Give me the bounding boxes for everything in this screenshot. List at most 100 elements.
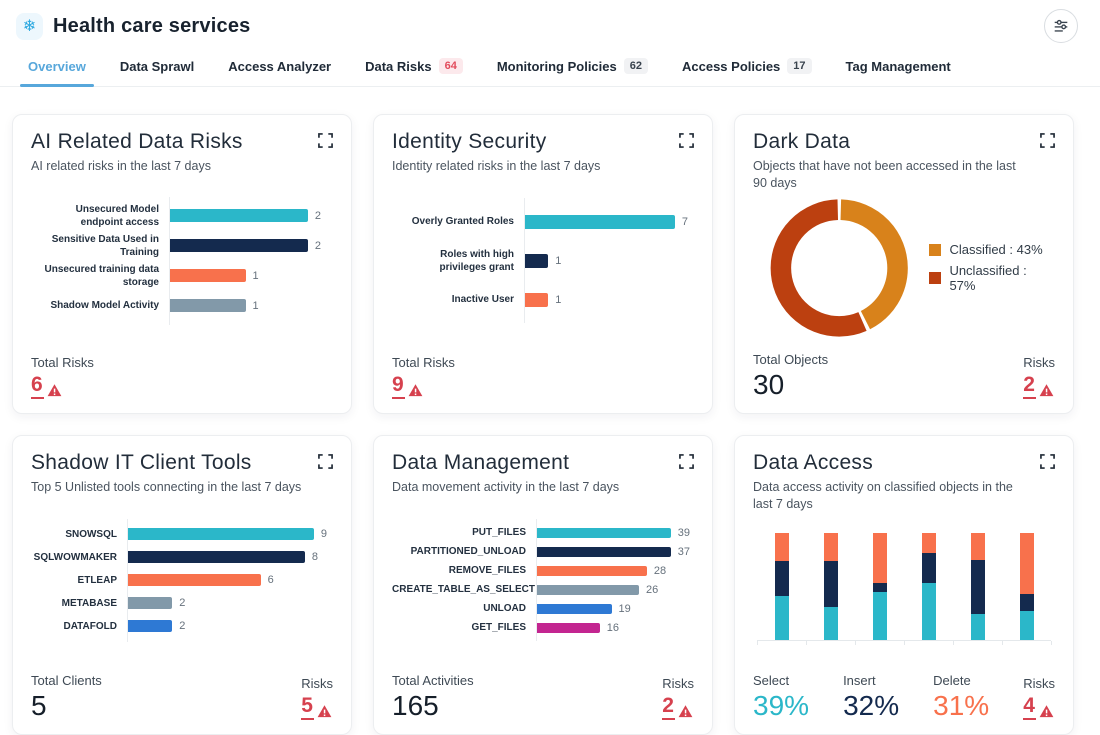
- card-footer: Total Objects 30 Risks 2: [753, 344, 1055, 399]
- stat-value[interactable]: 4: [1023, 695, 1036, 720]
- expand-icon[interactable]: [1040, 130, 1055, 151]
- stacked-segment-insert[interactable]: [921, 553, 936, 584]
- stat-label: Total Activities: [392, 673, 474, 688]
- donut-legend: Classified : 43% Unclassified : 57%: [929, 242, 1055, 293]
- bar[interactable]: [525, 253, 549, 268]
- stat-value[interactable]: 2: [1023, 374, 1036, 399]
- expand-icon[interactable]: [679, 130, 694, 151]
- stacked-segment-insert[interactable]: [872, 583, 887, 592]
- stacked-bar[interactable]: [774, 532, 789, 640]
- stacked-segment-select[interactable]: [823, 606, 838, 640]
- axis-tick: [904, 640, 905, 645]
- bar-value: 19: [618, 602, 631, 615]
- bar-value: 2: [179, 597, 186, 610]
- bar-track: 9: [127, 528, 327, 541]
- bar[interactable]: [128, 551, 305, 564]
- stat-risks: Risks 2: [662, 676, 694, 720]
- stat-value[interactable]: 9: [392, 374, 405, 399]
- bar-value: 16: [606, 621, 620, 634]
- bar-row-snowsql: SNOWSQL 9: [31, 523, 333, 546]
- app-header: ❄ Health care services: [0, 0, 1100, 47]
- stacked-bar[interactable]: [970, 532, 985, 640]
- donut-slice-classified[interactable]: [770, 199, 908, 337]
- bar-track: 8: [127, 551, 327, 564]
- bar[interactable]: [537, 584, 639, 595]
- bar[interactable]: [525, 292, 549, 307]
- bar[interactable]: [525, 214, 675, 229]
- stat-value: 31%: [933, 690, 990, 721]
- card-footer: Total Risks 9: [392, 347, 694, 399]
- warning-icon: [408, 384, 423, 397]
- stacked-bar[interactable]: [1019, 532, 1034, 640]
- stat-value[interactable]: 5: [301, 695, 314, 720]
- bar-value: 1: [252, 269, 259, 282]
- tab-tag-management[interactable]: Tag Management: [846, 49, 951, 86]
- expand-icon[interactable]: [318, 130, 333, 151]
- warning-icon: [1039, 705, 1054, 718]
- bar-row-get-files: GET_FILES 16: [392, 618, 694, 637]
- stacked-segment-insert[interactable]: [823, 560, 838, 607]
- bar-row-create-table-as-select: CREATE_TABLE_AS_SELECT 26: [392, 580, 694, 599]
- stacked-segment-delete[interactable]: [774, 532, 789, 561]
- card-footer: Select 39% Insert 32% Delete 31% Risks 4: [753, 665, 1055, 720]
- expand-icon[interactable]: [1040, 451, 1055, 472]
- bar[interactable]: [128, 528, 314, 541]
- card-title: AI Related Data Risks: [31, 130, 243, 153]
- tab-access-analyzer[interactable]: Access Analyzer: [228, 49, 331, 86]
- stat-value-row: 5: [301, 695, 333, 720]
- bar[interactable]: [537, 603, 612, 614]
- stat-value[interactable]: 2: [662, 695, 675, 720]
- stacked-segment-insert[interactable]: [1019, 593, 1034, 611]
- donut-slice-unclassified[interactable]: [770, 199, 908, 337]
- stacked-segment-select[interactable]: [970, 614, 985, 640]
- bar[interactable]: [128, 574, 261, 587]
- bar[interactable]: [537, 565, 647, 576]
- bar[interactable]: [537, 546, 671, 557]
- stacked-segment-delete[interactable]: [921, 532, 936, 554]
- bar-value: 9: [320, 528, 327, 541]
- tab-monitoring-policies[interactable]: Monitoring Policies 62: [497, 49, 648, 86]
- bar-track: 7: [524, 214, 688, 229]
- stacked-segment-select[interactable]: [872, 591, 887, 640]
- stacked-segment-delete[interactable]: [1019, 532, 1034, 594]
- bar[interactable]: [128, 597, 173, 610]
- bar[interactable]: [537, 622, 600, 633]
- card-dark-data: Dark Data Objects that have not been acc…: [734, 114, 1074, 414]
- stacked-segment-insert[interactable]: [774, 560, 789, 596]
- bar-label: SQLWOWMAKER: [33, 551, 117, 563]
- bar[interactable]: [170, 239, 308, 253]
- stat-value-row: 2: [662, 695, 694, 720]
- expand-icon[interactable]: [318, 451, 333, 472]
- bar[interactable]: [170, 269, 246, 283]
- tab-access-policies[interactable]: Access Policies 17: [682, 49, 812, 86]
- stacked-segment-delete[interactable]: [970, 532, 985, 560]
- stacked-segment-insert[interactable]: [970, 559, 985, 615]
- dashboard-grid: AI Related Data Risks AI related risks i…: [0, 87, 1100, 735]
- bar-label: SNOWSQL: [65, 528, 117, 540]
- tab-data-risks[interactable]: Data Risks 64: [365, 49, 463, 86]
- stacked-segment-select[interactable]: [921, 583, 936, 640]
- bar-value: 2: [314, 239, 321, 252]
- expand-icon[interactable]: [679, 451, 694, 472]
- data-access-stacked-chart: [753, 513, 1055, 665]
- stacked-bar[interactable]: [921, 532, 936, 640]
- card-title: Dark Data: [753, 130, 851, 153]
- bar[interactable]: [537, 527, 671, 538]
- bar[interactable]: [170, 209, 308, 223]
- stacked-segment-select[interactable]: [774, 595, 789, 640]
- tab-overview[interactable]: Overview: [20, 49, 94, 87]
- stacked-segment-delete[interactable]: [872, 532, 887, 584]
- card-title: Identity Security: [392, 130, 547, 153]
- card-subtitle: Top 5 Unlisted tools connecting in the l…: [31, 480, 302, 494]
- bar-track: 37: [536, 546, 690, 558]
- bar[interactable]: [128, 620, 173, 633]
- tab-data-sprawl[interactable]: Data Sprawl: [120, 49, 194, 86]
- bar[interactable]: [170, 299, 246, 313]
- stacked-segment-delete[interactable]: [823, 532, 838, 561]
- stat-label: Risks: [1023, 355, 1055, 370]
- filter-button[interactable]: [1044, 9, 1078, 43]
- stacked-bar[interactable]: [823, 532, 838, 640]
- stacked-segment-select[interactable]: [1019, 610, 1034, 640]
- stacked-bar[interactable]: [872, 532, 887, 640]
- stat-value[interactable]: 6: [31, 374, 44, 399]
